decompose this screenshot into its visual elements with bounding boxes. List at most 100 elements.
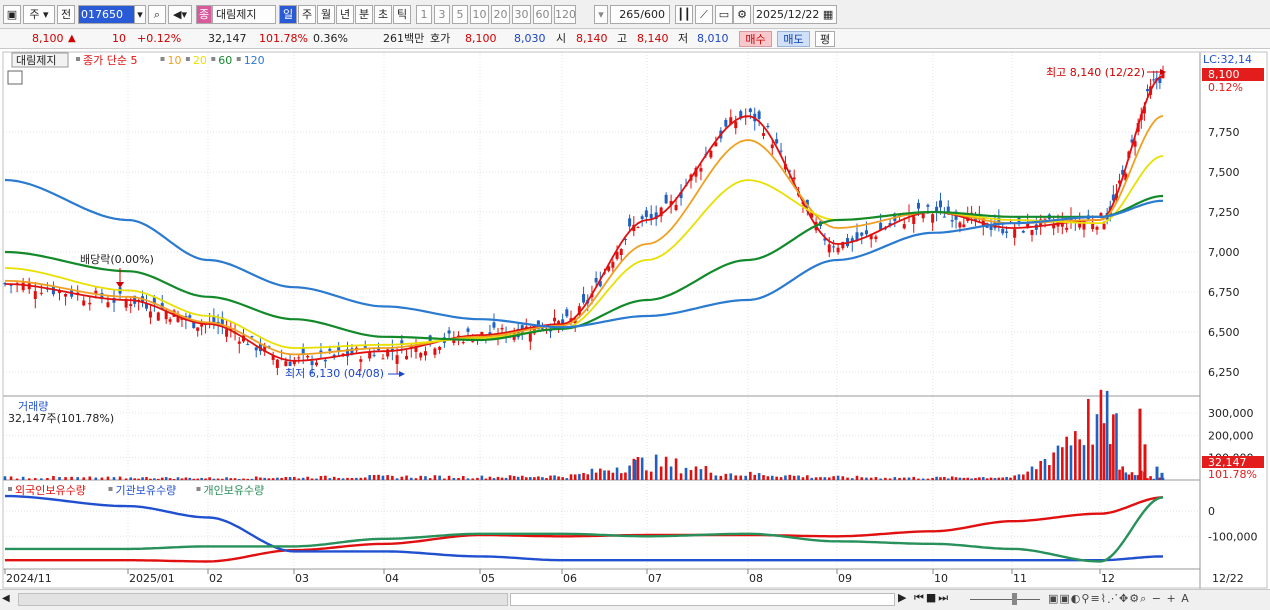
volume-bar <box>433 475 437 480</box>
interval-button[interactable]: 3 <box>434 5 450 24</box>
volume-bar <box>1127 474 1131 480</box>
volume-bar <box>582 472 585 480</box>
volume-y-tick: 200,000 <box>1208 429 1254 442</box>
chart-area[interactable]: 7,750 7,500 7,250 7,000 6,750 6,500 6,250 300,… <box>0 50 1270 590</box>
volume-bar <box>569 474 573 480</box>
candle-body <box>480 331 484 336</box>
candle-icon[interactable]: ┃┃ <box>675 5 693 24</box>
volume-bar <box>557 476 560 480</box>
period-tab[interactable]: 월 <box>317 5 335 24</box>
volume-value: 32,147 <box>208 32 247 45</box>
period-tab[interactable]: 분 <box>355 5 373 24</box>
scroll-track[interactable] <box>18 593 508 606</box>
period-tab[interactable]: 일 <box>279 5 297 24</box>
jong-badge: 종 <box>196 5 212 24</box>
zoom-slider[interactable] <box>970 599 1040 600</box>
volume-bar <box>424 476 427 480</box>
volume-bar <box>1039 460 1042 480</box>
candle-body <box>836 247 840 253</box>
tool-icon[interactable]: ▣▣◐⚲≡⌇⋰✥⚙⌕ <box>1048 592 1148 605</box>
rewind-icon[interactable]: ⏮ <box>913 591 926 604</box>
candle-body <box>1078 221 1082 228</box>
interval-dropdown-icon[interactable]: ▾ <box>594 5 608 24</box>
line-tool-icon[interactable]: ⟋ <box>695 5 713 24</box>
volume-bar <box>704 466 708 480</box>
candle-body <box>926 204 930 207</box>
interval-button[interactable]: 20 <box>491 5 510 24</box>
candle-body <box>598 281 602 287</box>
holdings-legend-item: 외국인보유수량 <box>15 484 86 497</box>
zoom-out-icon[interactable]: − <box>1151 592 1162 605</box>
volume-bar <box>590 468 594 480</box>
gear-icon[interactable]: ⚙ <box>733 5 751 24</box>
volume-ratio: 101.78% <box>259 32 308 45</box>
play-icon[interactable]: ▶ <box>898 591 909 604</box>
grid <box>3 52 1200 569</box>
volume-bar <box>993 477 997 480</box>
stock-code-input[interactable]: 017650 <box>78 5 144 24</box>
count-field[interactable]: 265/600 <box>610 5 670 24</box>
candle-body <box>649 213 653 219</box>
market-select[interactable]: 주 ▾ <box>23 5 55 24</box>
stock-name-box[interactable] <box>11 52 69 68</box>
volume-bar <box>457 477 460 480</box>
legend-item: 종가 단순 5 <box>83 54 137 67</box>
menu-square-icon[interactable]: ▣ <box>3 5 21 24</box>
candle-body <box>1001 229 1005 234</box>
volume-bar <box>943 477 946 480</box>
candle-body <box>654 212 658 220</box>
volume-bar <box>714 475 718 480</box>
prev-button[interactable]: 전 <box>57 5 75 24</box>
interval-button[interactable]: 5 <box>452 5 468 24</box>
candle-body <box>770 144 774 149</box>
interval-button[interactable]: 60 <box>533 5 552 24</box>
period-tab[interactable]: 주 <box>298 5 316 24</box>
candle-body <box>21 282 25 291</box>
volume-bar <box>779 477 783 480</box>
volume-bar <box>1152 478 1155 480</box>
interval-button[interactable]: 30 <box>512 5 531 24</box>
open-label: 시 <box>556 32 567 45</box>
chart-tools[interactable]: ▣▣◐⚲≡⌇⋰✥⚙⌕ − + A <box>1048 592 1190 606</box>
candle-body <box>1145 89 1149 92</box>
volume-bar <box>233 478 237 480</box>
interval-button[interactable]: 1 <box>416 5 432 24</box>
volume-bar <box>1099 389 1103 480</box>
period-tab[interactable]: 년 <box>336 5 354 24</box>
zoom-in-icon[interactable]: + <box>1166 592 1177 605</box>
period-tab[interactable]: 초 <box>374 5 392 24</box>
speaker-icon[interactable]: ◀▾ <box>168 5 192 24</box>
volume-bar <box>902 477 906 480</box>
period-tab[interactable]: 틱 <box>393 5 411 24</box>
text-size-icon[interactable]: A <box>1181 592 1190 605</box>
scroll-thumb[interactable] <box>510 593 895 606</box>
interval-button[interactable]: 120 <box>554 5 576 24</box>
interval-button[interactable]: 10 <box>470 5 489 24</box>
candle-body <box>225 329 229 337</box>
search-icon[interactable]: ⌕ <box>148 5 166 24</box>
stock-chart-svg[interactable]: 7,750 7,500 7,250 7,000 6,750 6,500 6,250 300,… <box>0 50 1270 590</box>
sell-button[interactable]: 매도 <box>777 31 810 47</box>
volume-bar <box>508 475 512 480</box>
candle-body <box>461 342 465 344</box>
candle-body <box>582 294 586 303</box>
stop-icon[interactable]: ■ <box>925 591 939 604</box>
candle-body <box>827 244 831 253</box>
zoom-slider-handle[interactable] <box>1012 593 1017 605</box>
code-dropdown-icon[interactable]: ▾ <box>134 5 146 24</box>
buy-button[interactable]: 매수 <box>739 31 772 47</box>
volume-bar <box>719 475 723 480</box>
average-button[interactable]: 평 <box>815 31 835 47</box>
scroll-left-icon[interactable]: ◀ <box>2 593 10 604</box>
candle-body <box>1052 224 1056 229</box>
playback-controls[interactable]: ▶ ⏮■⏭ <box>898 591 950 608</box>
candle-body <box>292 360 296 365</box>
forward-icon[interactable]: ⏭ <box>938 591 951 604</box>
date-field[interactable]: 2025/12/22 ▦ <box>753 5 837 24</box>
table-toggle-icon[interactable] <box>7 70 23 85</box>
volume-bar <box>1013 475 1016 480</box>
save-icon[interactable]: ▭ <box>715 5 733 24</box>
volume-bar <box>950 476 954 480</box>
volume-bar <box>939 477 942 480</box>
calendar-icon[interactable]: ▦ <box>822 8 834 21</box>
